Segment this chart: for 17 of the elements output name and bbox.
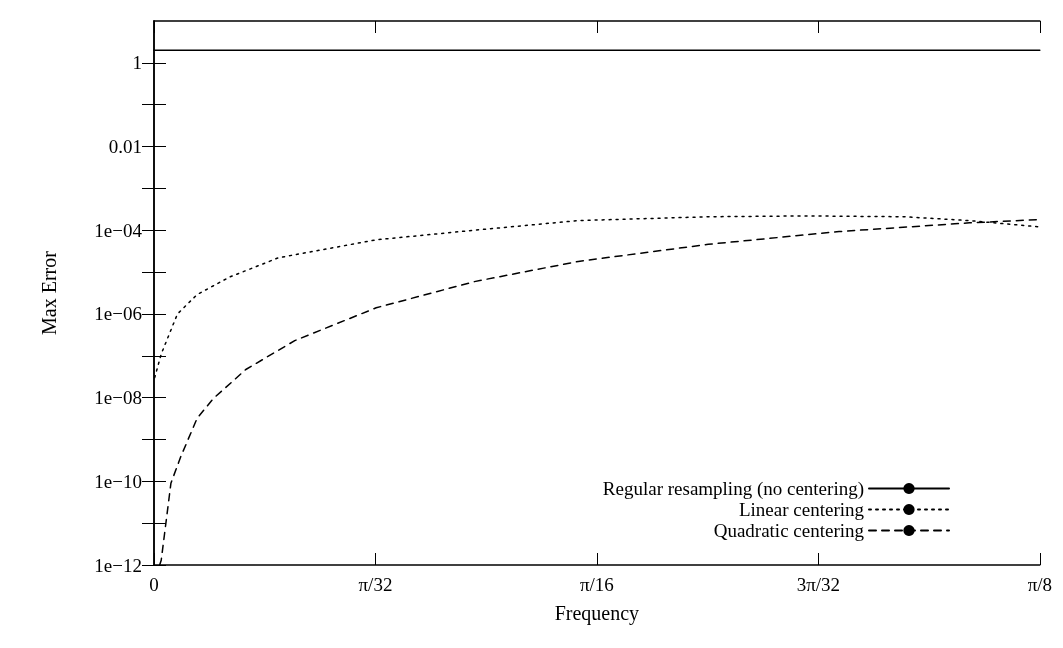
legend-label: Linear centering [738, 499, 865, 520]
y-tick-label: 1e−12 [94, 554, 142, 576]
legend-label: Quadratic centering [713, 520, 865, 541]
y-tick-label: 1e−04 [94, 219, 143, 241]
y-tick-label: 0.01 [108, 136, 142, 158]
x-tick-label: 3π/32 [796, 574, 841, 595]
x-axis-title: Frequency [554, 602, 640, 625]
y-tick-label: 1e−10 [94, 470, 142, 492]
legend-label: Regular resampling (no centering) [602, 478, 864, 500]
x-tick-label: π/8 [1027, 574, 1052, 595]
x-tick-label: π/32 [358, 574, 393, 595]
x-tick-label: π/16 [579, 574, 614, 595]
y-tick-label: 1e−08 [94, 387, 142, 409]
y-tick-label: 1e−06 [94, 303, 142, 325]
y-axis-title: Max Error [38, 250, 60, 335]
x-tick-label: 0 [149, 574, 159, 595]
y-tick-label: 1 [132, 52, 142, 74]
